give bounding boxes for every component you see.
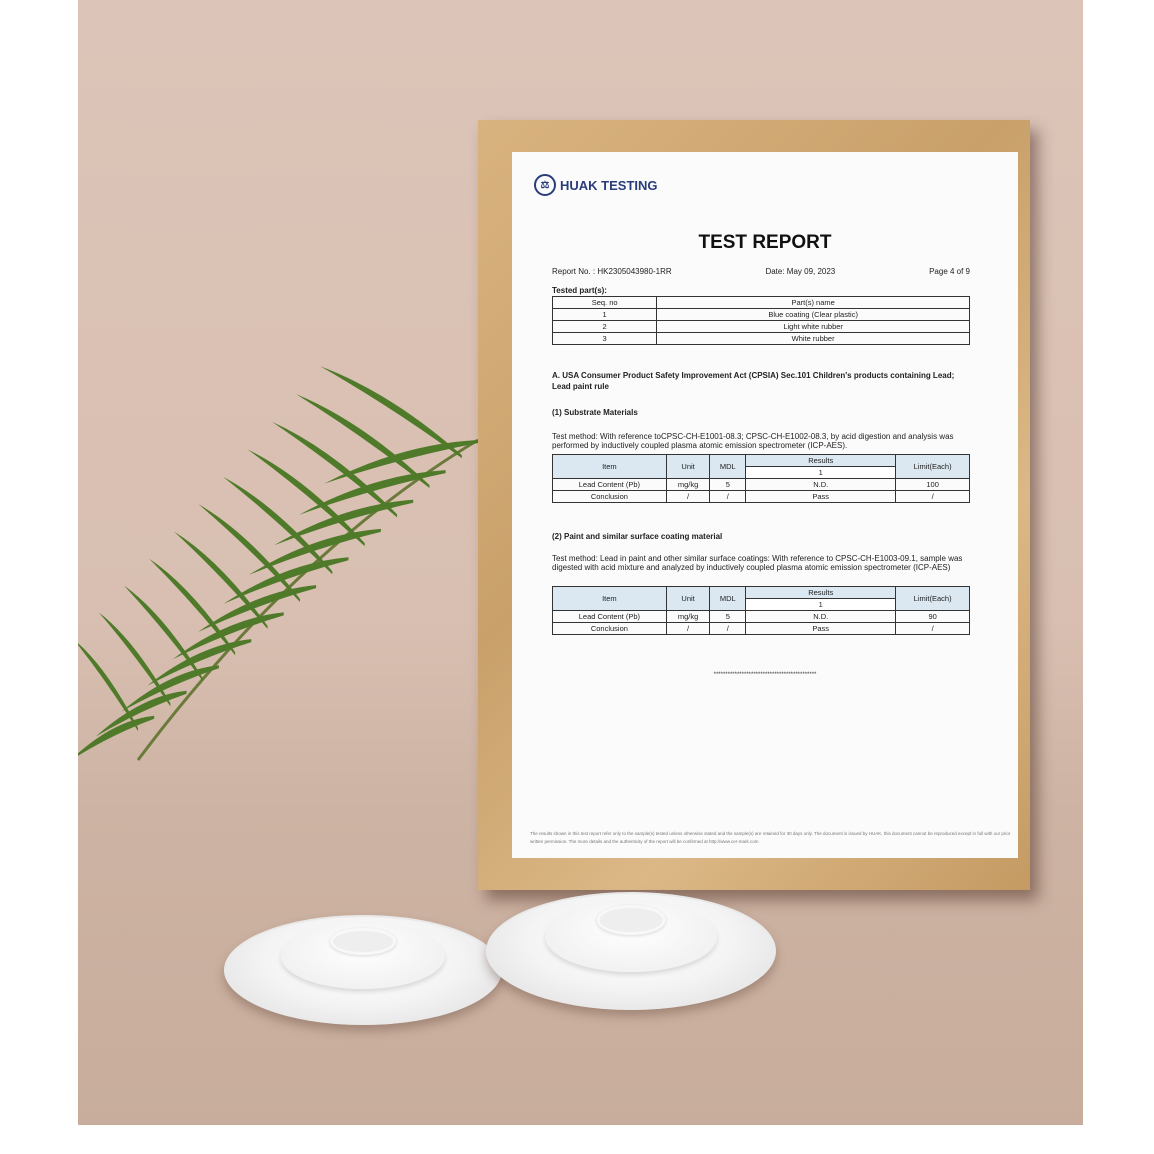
header-item: Item bbox=[552, 454, 667, 479]
palm-leaflet bbox=[198, 585, 317, 632]
company-name: HUAK TESTING bbox=[560, 177, 658, 193]
header-part-name: Part(s) name bbox=[656, 296, 970, 309]
cell: 5 bbox=[709, 478, 747, 491]
seal-icon: ⚖ bbox=[534, 174, 556, 196]
sub1-title: (1) Substrate Materials bbox=[552, 408, 638, 417]
cell: 100 bbox=[895, 478, 970, 491]
palm-leaflet bbox=[271, 421, 398, 518]
cell: / bbox=[709, 622, 747, 635]
header-seq: Seq. no bbox=[551, 296, 658, 309]
cell: / bbox=[709, 490, 747, 503]
product-photo: ⚖ HUAK TESTING TEST REPORT Report No. : … bbox=[78, 0, 1083, 1125]
palm-leaflet bbox=[121, 665, 219, 712]
parts-table: Seq. no Part(s) name 1 Blue coating (Clear… bbox=[551, 296, 970, 345]
cell: White rubber bbox=[656, 332, 970, 345]
test-report-document: ⚖ HUAK TESTING TEST REPORT Report No. : … bbox=[512, 152, 1018, 858]
cell: 90 bbox=[895, 610, 970, 623]
sub2-title: (2) Paint and similar surface coating ma… bbox=[552, 532, 723, 541]
cell: N.D. bbox=[745, 478, 897, 491]
cell: Conclusion bbox=[552, 490, 667, 503]
palm-leaflet bbox=[324, 440, 478, 484]
cell: N.D. bbox=[745, 610, 897, 623]
cell: Lead Content (Pb) bbox=[552, 610, 667, 623]
palm-leaflet bbox=[296, 394, 430, 489]
header-mdl: MDL bbox=[709, 586, 747, 611]
palm-leaflet bbox=[95, 690, 187, 737]
tested-parts-label: Tested part(s): bbox=[552, 286, 607, 295]
page-number: Page 4 of 9 bbox=[929, 267, 970, 276]
palm-leaflet bbox=[198, 504, 300, 602]
table-row: Lead Content (Pb) mg/kg 5 N.D. 100 bbox=[552, 478, 970, 491]
palm-leaf-illustration bbox=[78, 366, 479, 761]
header-mdl: MDL bbox=[709, 454, 747, 479]
palm-leaflet bbox=[273, 499, 414, 546]
palm-leaflet bbox=[248, 528, 381, 575]
cell: Conclusion bbox=[552, 622, 667, 635]
cell: / bbox=[895, 490, 970, 503]
cell: / bbox=[895, 622, 970, 635]
cell: Blue coating (Clear plastic) bbox=[656, 308, 970, 321]
palm-leaflet bbox=[223, 557, 349, 604]
header-item: Item bbox=[552, 586, 667, 611]
header-limit: Limit(Each) bbox=[895, 586, 970, 611]
cell: Light white rubber bbox=[656, 320, 970, 333]
section-a-heading: A. USA Consumer Product Safety Improveme… bbox=[552, 371, 955, 391]
header-results: Results bbox=[745, 454, 897, 467]
table-row: Conclusion / / Pass / bbox=[552, 490, 970, 503]
cell: 1 bbox=[551, 308, 658, 321]
cell: Pass bbox=[745, 622, 897, 635]
substrate-results-table: Item Unit MDL Results Limit(Each) 1 Lead Con… bbox=[552, 454, 970, 503]
report-date: Date: May 09, 2023 bbox=[765, 267, 836, 276]
header-unit: Unit bbox=[665, 586, 711, 611]
cell: 3 bbox=[551, 332, 658, 345]
table-row: Conclusion / / Pass / bbox=[552, 622, 970, 635]
header-result-1: 1 bbox=[745, 466, 897, 479]
palm-leaflet bbox=[172, 612, 284, 660]
cell: mg/kg bbox=[665, 478, 711, 491]
cell: 5 bbox=[709, 610, 747, 623]
cell: / bbox=[665, 622, 711, 635]
cell: 2 bbox=[551, 320, 658, 333]
report-title: TEST REPORT bbox=[698, 232, 832, 253]
palm-leaflet bbox=[299, 470, 446, 515]
header-limit: Limit(Each) bbox=[895, 454, 970, 479]
sub2-method: Test method: Lead in paint and other sim… bbox=[552, 554, 963, 572]
table-row: 3 White rubber bbox=[551, 332, 970, 345]
cell: Lead Content (Pb) bbox=[552, 478, 667, 491]
end-of-report-marker: ****************************************… bbox=[713, 672, 817, 678]
cell: mg/kg bbox=[665, 610, 711, 623]
table-row: Lead Content (Pb) mg/kg 5 N.D. 90 bbox=[552, 610, 970, 623]
header-unit: Unit bbox=[665, 454, 711, 479]
company-logo: ⚖ HUAK TESTING bbox=[534, 174, 658, 196]
palm-leaflet bbox=[98, 612, 171, 707]
cell: Pass bbox=[745, 490, 897, 503]
picture-frame: ⚖ HUAK TESTING TEST REPORT Report No. : … bbox=[478, 120, 1030, 890]
white-lid-left bbox=[224, 915, 502, 1025]
header-results: Results bbox=[745, 586, 897, 599]
table-row: 1 Blue coating (Clear plastic) bbox=[551, 308, 970, 321]
report-footer: The results shown in this test report re… bbox=[530, 831, 1011, 844]
cell: / bbox=[665, 490, 711, 503]
header-result-1: 1 bbox=[745, 598, 897, 611]
palm-leaflet bbox=[78, 643, 138, 731]
sub1-method: Test method: With reference toCPSC-CH-E1… bbox=[552, 432, 954, 450]
coating-results-table: Item Unit MDL Results Limit(Each) 1 Lead Con… bbox=[552, 586, 970, 635]
table-row: 2 Light white rubber bbox=[551, 320, 970, 333]
report-number: Report No. : HK2305043980-1RR bbox=[552, 267, 672, 276]
palm-leaflet bbox=[173, 531, 268, 629]
white-lid-right bbox=[486, 892, 776, 1010]
palm-leaflet bbox=[147, 639, 252, 686]
